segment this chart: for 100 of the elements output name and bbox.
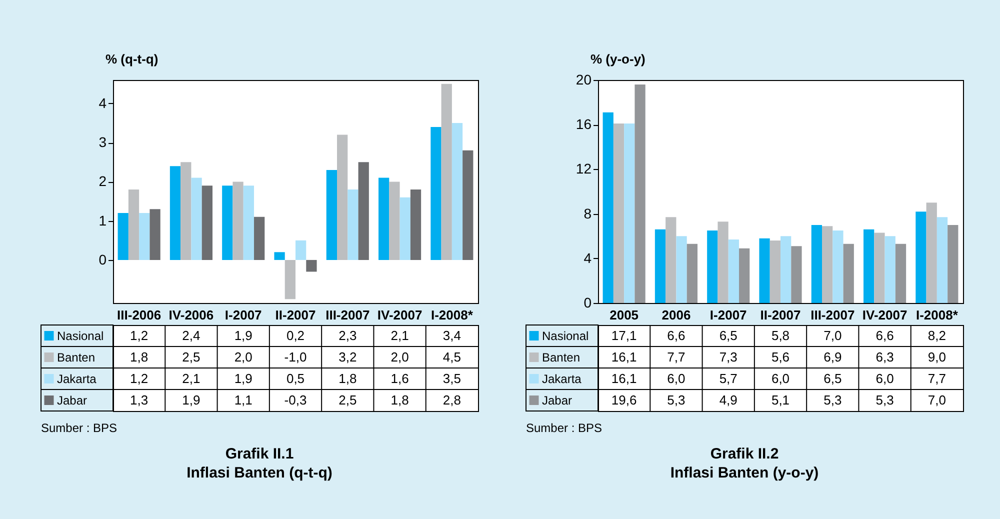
data-label: 1,9 [234,370,252,386]
bar [832,230,844,303]
text: Inflasi Banten (y-o-y) [670,464,819,482]
data-label: 16,1 [611,370,637,386]
bar [926,202,937,303]
data-label: 1,3 [130,392,148,408]
bar [654,229,666,303]
y-tick-label: 0 [584,294,592,310]
data-label: 7,0 [824,328,842,343]
legend-label: Banten [57,350,96,364]
data-label: 1,2 [130,370,148,386]
bar [389,182,400,260]
data-label: 8,2 [928,328,946,343]
data-label: 5,7 [719,370,738,386]
data-label: 6,0 [876,370,894,386]
bar [150,209,160,260]
bar [243,186,254,260]
data-label: 5,6 [771,349,790,364]
bar [791,246,802,303]
bar [118,213,128,260]
y-tick-label: 3 [98,134,107,150]
data-label: 1,2 [130,328,148,343]
data-label: 1,8 [390,392,409,408]
y-tick-label: 16 [576,116,592,132]
data-label: 7,3 [719,349,738,364]
data-label: 6,5 [719,328,738,343]
bar [326,170,337,260]
data-label: 3,5 [442,370,461,386]
x-tick-label: III-2007 [810,308,855,322]
bar [602,112,614,303]
legend-label: Jabar [542,393,572,408]
bar [139,213,150,260]
bar [916,212,926,303]
x-tick-label: I-2008* [916,308,959,322]
legend-label: Jabar [57,393,88,408]
bar [410,190,422,260]
data-label: 7,0 [928,392,946,408]
data-label: 5,8 [771,328,790,343]
bar [936,217,948,303]
bar [895,244,906,303]
data-label: 4,5 [442,349,461,364]
y-tick-label: 4 [98,94,107,111]
data-label: 5,3 [824,392,842,408]
data-label: 1,6 [390,370,409,386]
y-axis-title: % (q-t-q) [106,52,158,66]
bar [306,260,317,272]
data-label: 2,1 [390,328,409,343]
y-tick-label: 8 [584,205,592,222]
data-label: 2,3 [338,328,357,343]
text: Sumber : BPS [41,421,118,435]
data-label: 2,8 [442,392,461,408]
y-tick-label: 0 [98,251,107,268]
bar [222,186,233,260]
bar [128,190,140,260]
data-label: 5,3 [876,392,894,408]
data-label: 1,9 [182,392,200,408]
bar [864,229,874,303]
data-label: 0,5 [286,370,305,386]
text: Inflasi Banten (q-t-q) [186,464,332,482]
y-tick-label: 4 [584,250,592,266]
data-label: 1,9 [234,328,252,343]
bar [739,248,750,303]
bar [676,236,687,303]
data-label: 5,1 [771,392,790,408]
data-label: 1,8 [338,370,357,386]
bar [759,238,770,303]
bar [822,226,833,303]
bar [462,150,474,260]
bar [378,178,390,260]
bar [441,84,452,260]
data-label: 2,0 [234,349,252,364]
bar [728,239,739,303]
y-tick-label: 2 [98,173,107,190]
data-label: -1,0 [284,349,307,364]
data-label: 2,5 [338,392,357,408]
data-label: 17,1 [611,328,637,343]
bar [400,197,410,260]
bar [170,166,181,260]
x-tick-label: I-2007 [224,308,262,322]
text: Grafik II.2 [710,446,779,462]
bar [686,244,698,303]
bar [811,224,822,303]
legend-label: Nasional [57,328,104,343]
bar [948,224,958,303]
x-tick-label: 2005 [610,308,639,322]
bar [358,162,369,260]
bar [624,123,635,303]
data-label: 16,1 [611,349,637,364]
y-tick-label: 12 [576,160,592,177]
data-label: 4,9 [719,392,738,408]
data-label: 6,6 [667,328,686,343]
bar [613,123,624,303]
legend-label: Jakarta [57,372,97,386]
y-axis-title: % (y-o-y) [590,52,646,66]
bar [843,244,854,303]
x-tick-label: IV-2007 [377,308,422,322]
bar [666,217,676,303]
x-tick-label: I-2007 [710,308,747,322]
legend-label: Jakarta [542,372,582,386]
data-label: 2,5 [182,349,200,364]
